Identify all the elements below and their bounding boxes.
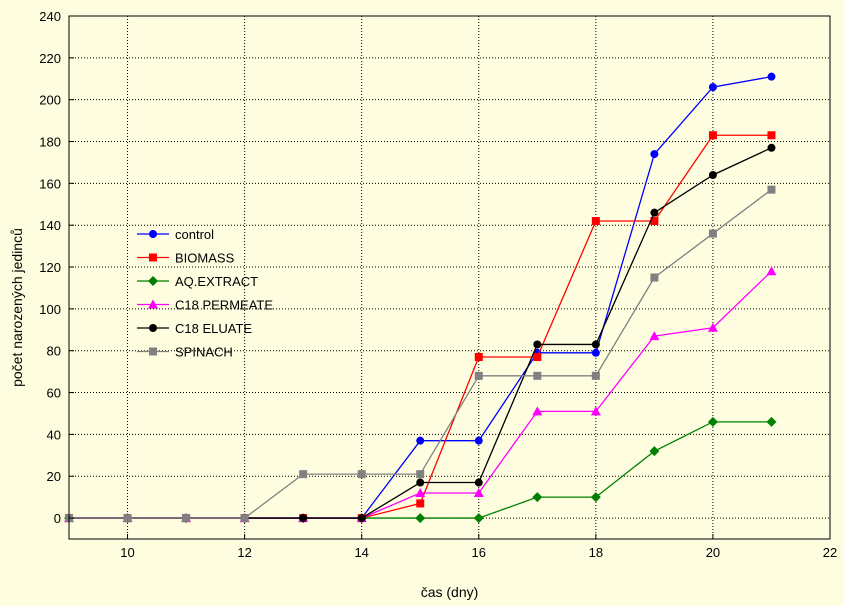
y-tick-label: 240 (39, 9, 61, 24)
x-tick-label: 22 (823, 545, 837, 560)
data-point (708, 170, 717, 179)
series-layer (64, 72, 777, 524)
plot-frame (68, 15, 831, 540)
legend-swatch-marker (148, 276, 158, 286)
y-tick-label: 60 (47, 386, 61, 401)
y-tick-label: 140 (39, 218, 61, 233)
data-point (415, 487, 426, 497)
data-point (708, 83, 717, 92)
x-tick-label: 10 (120, 545, 134, 560)
data-point (591, 340, 600, 349)
data-point (474, 478, 483, 487)
data-point (708, 131, 717, 140)
data-point (533, 371, 542, 380)
legend-swatch-marker (149, 324, 157, 332)
data-point (707, 322, 718, 332)
legend-label: AQ.EXTRACT (175, 274, 258, 289)
legend-item: C18 PERMEATE (137, 298, 273, 313)
data-point (591, 371, 600, 380)
data-point (416, 470, 425, 479)
data-point (240, 514, 249, 523)
y-tick-label: 160 (39, 176, 61, 191)
data-point (767, 131, 776, 140)
data-point (650, 208, 659, 217)
series-5 (65, 185, 776, 523)
x-axis-ticks: 10 12 14 16 18 20 22 (120, 534, 837, 560)
legend-label: C18 PERMEATE (175, 298, 273, 313)
data-point (415, 513, 426, 524)
data-point (766, 266, 777, 276)
data-point (532, 406, 543, 416)
data-point (590, 492, 601, 503)
y-axis-ticks: 0 20 40 60 80 100 120 140 160 180 200 220 240 (39, 9, 74, 526)
legend-item: BIOMASS (137, 251, 235, 266)
x-tick-label: 20 (706, 545, 720, 560)
data-point (474, 436, 483, 445)
data-point (299, 514, 308, 523)
data-point (357, 514, 366, 523)
x-tick-label: 18 (589, 545, 603, 560)
data-point (767, 143, 776, 152)
y-tick-label: 120 (39, 260, 61, 275)
y-axis-label: počet narozených jedinců (9, 228, 25, 387)
y-tick-label: 0 (54, 511, 61, 526)
data-point (591, 217, 600, 226)
data-point (649, 446, 660, 457)
legend-label: C18 ELUATE (175, 321, 252, 336)
data-point (650, 150, 659, 159)
data-point (532, 492, 543, 503)
data-point (708, 229, 717, 238)
data-point (182, 514, 191, 523)
data-point (416, 478, 425, 487)
y-tick-label: 220 (39, 51, 61, 66)
x-tick-label: 14 (354, 545, 368, 560)
series-0 (65, 72, 776, 523)
legend-swatch-marker (149, 253, 157, 262)
data-point (474, 371, 483, 380)
y-tick-label: 200 (39, 93, 61, 108)
data-point (650, 217, 659, 226)
data-point (123, 514, 132, 523)
data-point (533, 340, 542, 349)
legend: control BIOMASS AQ.EXTRACT C18 PERMEATE C18 … (137, 227, 273, 360)
x-axis-label: čas (dny) (421, 584, 479, 600)
data-point (473, 487, 484, 497)
legend-item: control (137, 227, 214, 242)
data-point (650, 273, 659, 282)
y-tick-label: 100 (39, 302, 61, 317)
data-point (473, 513, 484, 524)
data-point (649, 331, 660, 341)
data-point (590, 406, 601, 416)
legend-label: SPINACH (175, 345, 233, 360)
y-tick-label: 40 (47, 427, 61, 442)
data-point (767, 185, 776, 194)
data-point (416, 499, 425, 508)
data-point (474, 352, 483, 361)
legend-swatch-marker (149, 347, 157, 356)
data-point (357, 470, 366, 479)
y-tick-label: 180 (39, 135, 61, 150)
x-tick-label: 16 (472, 545, 486, 560)
data-point (707, 416, 718, 427)
legend-swatch-marker (149, 230, 157, 238)
data-point (533, 352, 542, 361)
y-tick-label: 20 (47, 469, 61, 484)
legend-swatch-marker (148, 299, 158, 309)
legend-label: BIOMASS (175, 251, 235, 266)
y-tick-label: 80 (47, 344, 61, 359)
legend-item: SPINACH (137, 345, 233, 360)
x-tick-label: 12 (237, 545, 251, 560)
data-point (299, 470, 308, 479)
data-point (767, 72, 776, 81)
legend-item: C18 ELUATE (137, 321, 252, 336)
legend-item: AQ.EXTRACT (137, 274, 258, 289)
data-point (416, 436, 425, 445)
legend-label: control (175, 227, 214, 242)
series-1 (65, 131, 776, 523)
data-point (766, 416, 777, 427)
data-point (591, 348, 600, 357)
